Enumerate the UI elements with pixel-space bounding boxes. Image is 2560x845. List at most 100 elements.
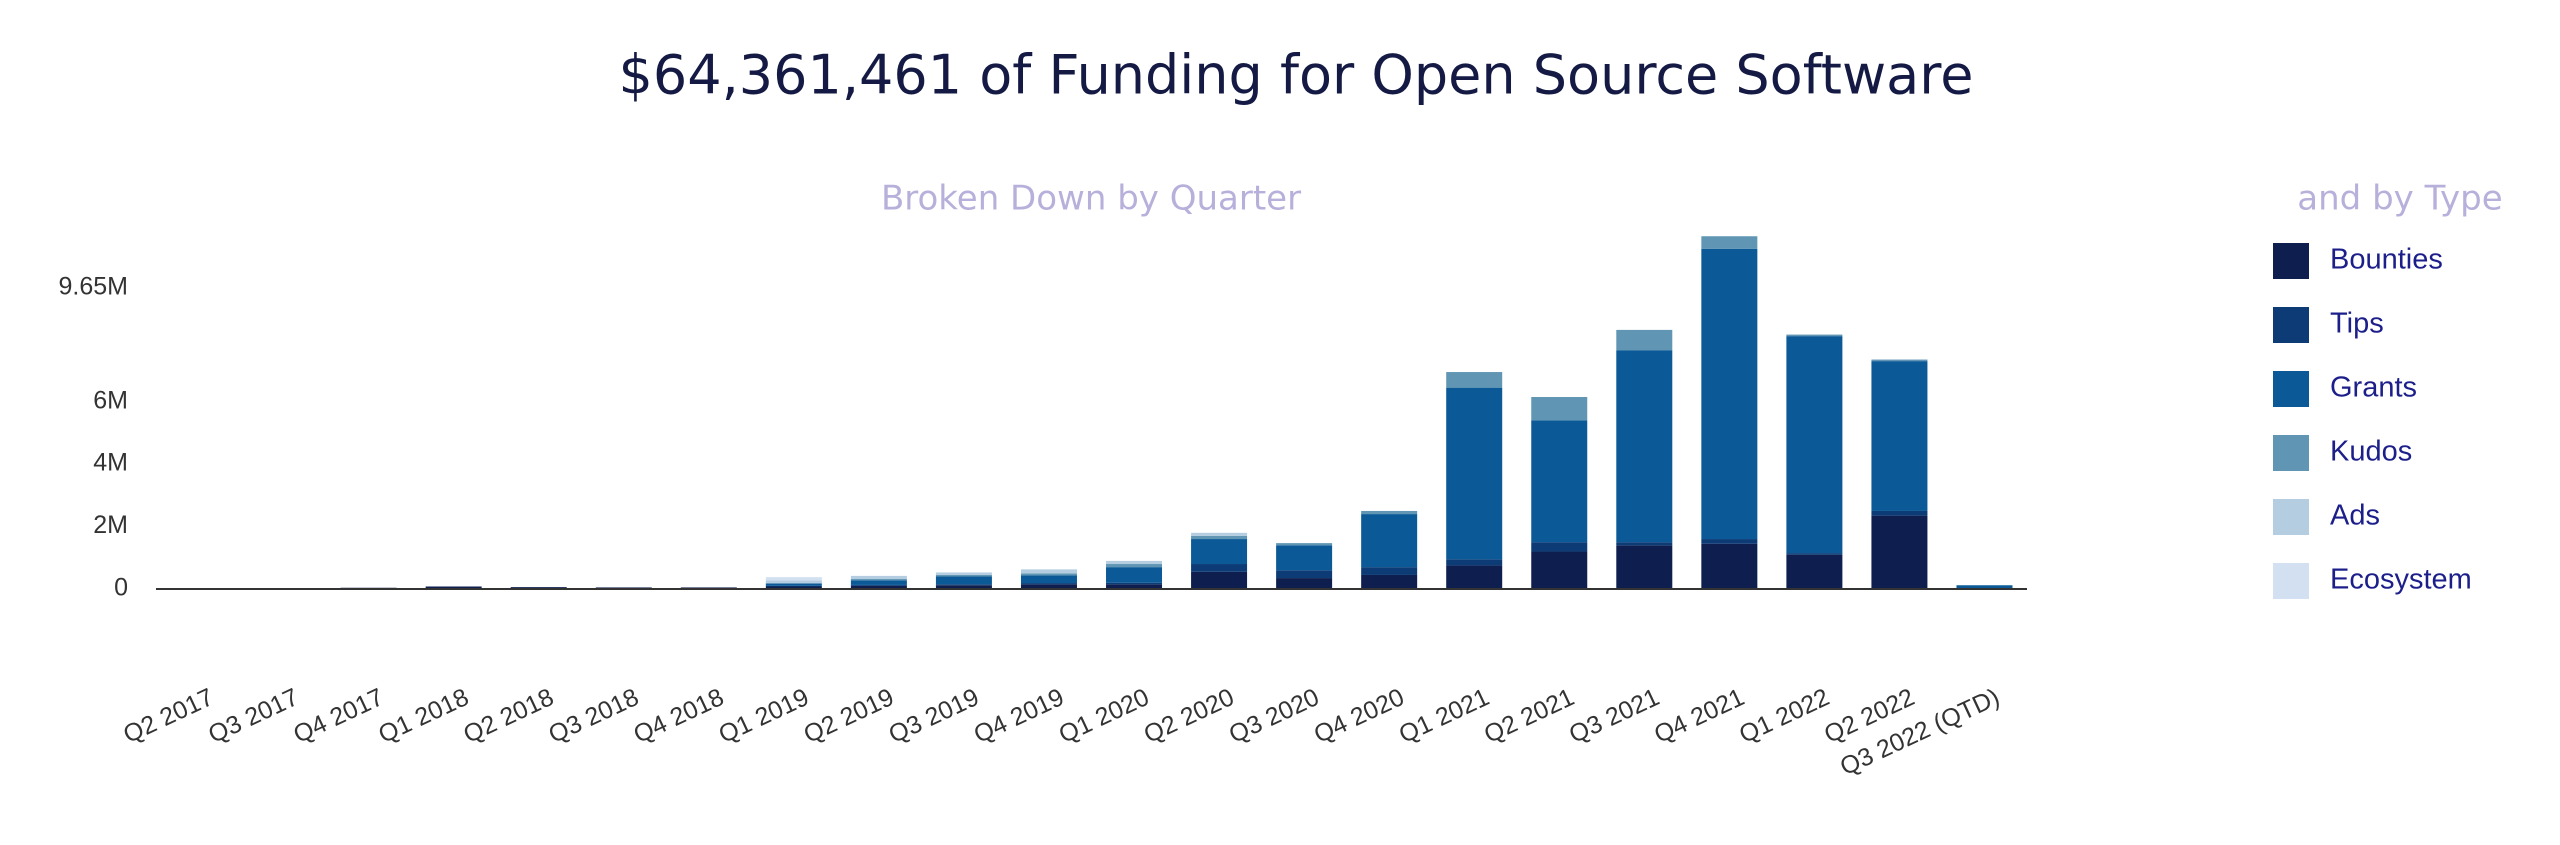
bar-segment <box>765 586 822 589</box>
x-tick-label: Q4 2019 <box>970 683 1069 749</box>
bar-segment <box>1616 329 1673 351</box>
bar-segment <box>935 584 992 586</box>
bar-segment <box>1276 578 1333 589</box>
y-tick-label: 2M <box>93 511 128 539</box>
legend-label: Tips <box>2330 308 2384 340</box>
bar-segment <box>1531 397 1588 421</box>
bar-segment <box>1446 559 1503 566</box>
bar-segment <box>1786 334 1843 337</box>
bar-segment <box>765 580 822 584</box>
bar-segment <box>1276 570 1333 579</box>
bar-segment <box>425 586 482 589</box>
bar-segment <box>1020 569 1077 574</box>
bar-segment <box>1361 567 1418 575</box>
bar-segment <box>935 576 992 585</box>
x-tick-label: Q2 2018 <box>459 683 558 749</box>
bar-segment <box>1191 564 1248 572</box>
bar-segment <box>850 579 907 581</box>
x-tick-label: Q4 2021 <box>1650 683 1749 749</box>
legend-label: Ecosystem <box>2330 564 2472 596</box>
chart-subtitle: Broken Down by Quarter <box>881 179 1301 219</box>
bar-segment <box>1871 515 1928 589</box>
bar-segment <box>935 574 992 577</box>
legend-swatch <box>2273 371 2309 407</box>
bar-segment <box>1106 584 1163 589</box>
x-tick-label: Q1 2018 <box>374 683 473 749</box>
bar-segment <box>935 572 992 575</box>
legend-title: and by Type <box>2297 179 2502 219</box>
legend-swatch <box>2273 243 2309 279</box>
legend-swatch <box>2273 307 2309 343</box>
bar-segment <box>850 585 907 589</box>
x-tick-label: Q3 2020 <box>1225 683 1324 749</box>
x-tick-label: Q4 2020 <box>1310 683 1409 749</box>
chart-title: $64,361,461 of Funding for Open Source S… <box>619 44 1974 107</box>
bar-segment <box>1446 565 1503 589</box>
bar-segment <box>1191 532 1248 536</box>
bar-segment <box>1191 571 1248 589</box>
bar-segment <box>1701 248 1758 540</box>
legend-label: Grants <box>2330 372 2417 404</box>
bar-segment <box>1956 585 2013 589</box>
legend-swatch <box>2273 563 2309 599</box>
x-tick-label: Q2 2021 <box>1480 683 1579 749</box>
bar-segment <box>1786 336 1843 554</box>
bar-segment <box>1616 545 1673 589</box>
bar-segment <box>1106 564 1163 568</box>
bar-segment <box>1701 543 1758 589</box>
bar-segment <box>1616 350 1673 543</box>
bar-segment <box>1446 387 1503 560</box>
bar-segment <box>1531 542 1588 552</box>
bar-segment <box>1020 583 1077 585</box>
x-tick-label: Q1 2021 <box>1395 683 1494 749</box>
bar-segment <box>1871 359 1928 362</box>
y-tick-label: 9.65M <box>59 272 128 300</box>
bar-segment <box>1020 575 1077 584</box>
bar-segment <box>1616 542 1673 546</box>
legend-label: Kudos <box>2330 436 2412 468</box>
bar-segment <box>1786 553 1843 555</box>
bar-segment <box>765 585 822 587</box>
bar-segment <box>1276 545 1333 571</box>
x-tick-label: Q3 2019 <box>884 683 983 749</box>
bar-segment <box>765 583 822 586</box>
legend-label: Bounties <box>2330 244 2443 276</box>
y-tick-label: 4M <box>93 449 128 477</box>
x-tick-label: Q3 2018 <box>544 683 643 749</box>
bar-segment <box>850 575 907 580</box>
bar-segment <box>1191 539 1248 565</box>
x-tick-label: Q1 2020 <box>1055 683 1154 749</box>
bar-segment <box>1531 551 1588 589</box>
bar-segment <box>1871 510 1928 516</box>
x-tick-label: Q3 2017 <box>204 683 303 749</box>
bar-segment <box>850 584 907 586</box>
bar-segment <box>1871 361 1928 511</box>
x-tick-label: Q3 2021 <box>1565 683 1664 749</box>
bar-segment <box>1446 372 1503 388</box>
legend-swatch <box>2273 435 2309 471</box>
bar-segment <box>1191 535 1248 540</box>
x-tick-label: Q4 2017 <box>289 683 388 749</box>
bar-segment <box>1276 543 1333 546</box>
bar-segment <box>1106 582 1163 585</box>
x-tick-label: Q4 2018 <box>629 683 728 749</box>
x-tick-label: Q2 2017 <box>119 683 218 749</box>
bar-segment <box>1020 584 1077 589</box>
x-tick-label: Q1 2022 <box>1735 683 1834 749</box>
bar-segment <box>1701 539 1758 544</box>
bar-segment <box>1361 510 1418 515</box>
bar-segment <box>1106 567 1163 583</box>
bar-segment <box>1361 574 1418 589</box>
bar-segment <box>1106 560 1163 565</box>
bar-segment <box>1531 420 1588 543</box>
bar-segment <box>1020 573 1077 576</box>
legend-label: Ads <box>2330 500 2380 532</box>
legend-swatch <box>2273 499 2309 535</box>
x-tick-label: Q2 2019 <box>799 683 898 749</box>
y-tick-label: 6M <box>93 386 128 414</box>
y-tick-label: 0 <box>114 574 128 602</box>
bar-segment <box>935 585 992 589</box>
bar-segment <box>1786 554 1843 589</box>
x-tick-label: Q1 2019 <box>714 683 813 749</box>
